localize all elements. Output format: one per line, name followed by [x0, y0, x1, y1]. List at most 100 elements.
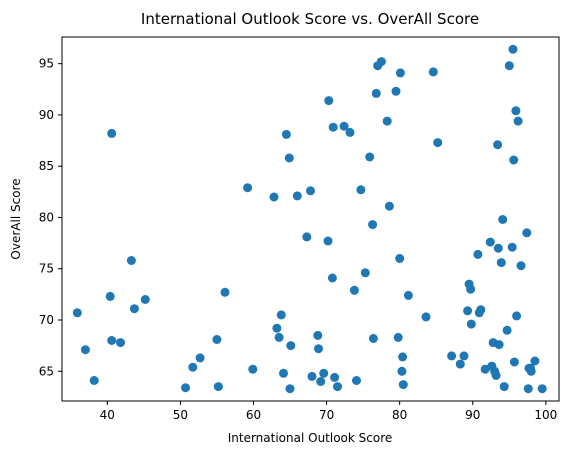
x-tick-label: 50 — [173, 408, 188, 422]
data-point — [403, 290, 413, 300]
data-point — [339, 121, 349, 131]
y-tick-label: 85 — [39, 159, 54, 173]
data-point — [509, 155, 519, 165]
data-point — [316, 377, 326, 386]
data-point — [276, 310, 286, 320]
data-point — [279, 368, 288, 378]
data-point — [507, 242, 517, 252]
data-point — [496, 258, 506, 268]
data-point — [493, 140, 503, 150]
x-tick-label: 60 — [246, 408, 261, 422]
data-point — [213, 382, 223, 392]
data-point — [243, 183, 253, 193]
data-point — [466, 319, 476, 329]
x-tick-label: 40 — [100, 408, 115, 422]
y-axis-label: OverAll Score — [9, 178, 23, 259]
data-point — [371, 88, 381, 98]
data-point — [428, 67, 438, 77]
plot-frame — [61, 36, 560, 402]
data-point — [516, 261, 526, 271]
data-point — [537, 384, 547, 394]
data-point — [72, 308, 82, 318]
data-point — [274, 332, 284, 342]
data-point — [285, 384, 295, 394]
data-point — [105, 291, 115, 301]
data-point — [376, 57, 386, 67]
data-point — [220, 287, 230, 297]
y-tick-label: 90 — [39, 108, 54, 122]
data-point — [391, 86, 401, 96]
data-point — [356, 185, 366, 195]
data-point — [499, 382, 509, 392]
y-tick-label: 70 — [39, 313, 54, 327]
data-point — [509, 357, 519, 367]
data-point — [307, 371, 317, 381]
data-point — [333, 382, 342, 392]
data-point — [306, 186, 315, 196]
data-point — [284, 153, 294, 163]
data-point — [195, 353, 205, 363]
data-point — [522, 228, 532, 238]
y-axis: 65 70 75 80 85 90 95 — [39, 57, 62, 378]
data-point — [129, 304, 139, 314]
data-point — [466, 284, 476, 294]
data-point — [476, 305, 486, 315]
data-point — [508, 44, 518, 54]
y-tick-label: 65 — [39, 364, 54, 378]
data-point — [345, 127, 355, 137]
data-point — [107, 128, 117, 138]
data-point — [368, 334, 378, 343]
x-tick-label: 80 — [392, 408, 407, 422]
y-tick-label: 75 — [39, 262, 54, 276]
data-point — [382, 116, 392, 126]
data-point — [502, 325, 512, 335]
data-point — [463, 306, 473, 316]
data-point — [89, 376, 99, 385]
data-point — [473, 249, 483, 259]
x-tick-label: 100 — [534, 408, 557, 422]
data-point — [398, 352, 408, 362]
data-point — [368, 220, 378, 230]
data-point — [513, 116, 523, 126]
data-point — [181, 383, 190, 393]
data-point — [512, 311, 522, 321]
data-point — [433, 138, 443, 148]
data-point — [530, 356, 540, 366]
data-points — [72, 44, 547, 394]
data-point — [395, 68, 405, 78]
data-point — [397, 366, 407, 376]
data-point — [491, 370, 501, 380]
data-point — [493, 243, 503, 253]
data-point — [328, 122, 338, 132]
data-point — [302, 232, 312, 242]
data-point — [319, 368, 329, 378]
data-point — [126, 256, 136, 265]
data-point — [485, 237, 495, 247]
data-point — [281, 129, 291, 139]
data-point — [327, 273, 337, 283]
data-point — [421, 312, 431, 322]
data-point — [504, 61, 514, 71]
data-point — [384, 201, 394, 211]
data-point — [272, 323, 282, 333]
data-point — [286, 341, 296, 351]
data-point — [248, 364, 258, 374]
y-tick-label: 95 — [39, 57, 54, 71]
data-point — [360, 268, 370, 278]
data-point — [498, 215, 508, 224]
data-point — [330, 372, 340, 382]
data-point — [395, 254, 405, 263]
data-point — [107, 336, 117, 345]
data-point — [324, 96, 334, 106]
chart-title: International Outlook Score vs. OverAll … — [141, 10, 479, 28]
data-point — [459, 351, 469, 361]
data-point — [398, 380, 408, 390]
data-point — [511, 106, 521, 116]
data-point — [523, 384, 533, 394]
data-point — [323, 236, 333, 246]
data-point — [269, 192, 279, 202]
data-point — [292, 191, 302, 201]
data-point — [494, 340, 504, 350]
data-point — [80, 345, 90, 355]
x-tick-label: 70 — [319, 408, 334, 422]
